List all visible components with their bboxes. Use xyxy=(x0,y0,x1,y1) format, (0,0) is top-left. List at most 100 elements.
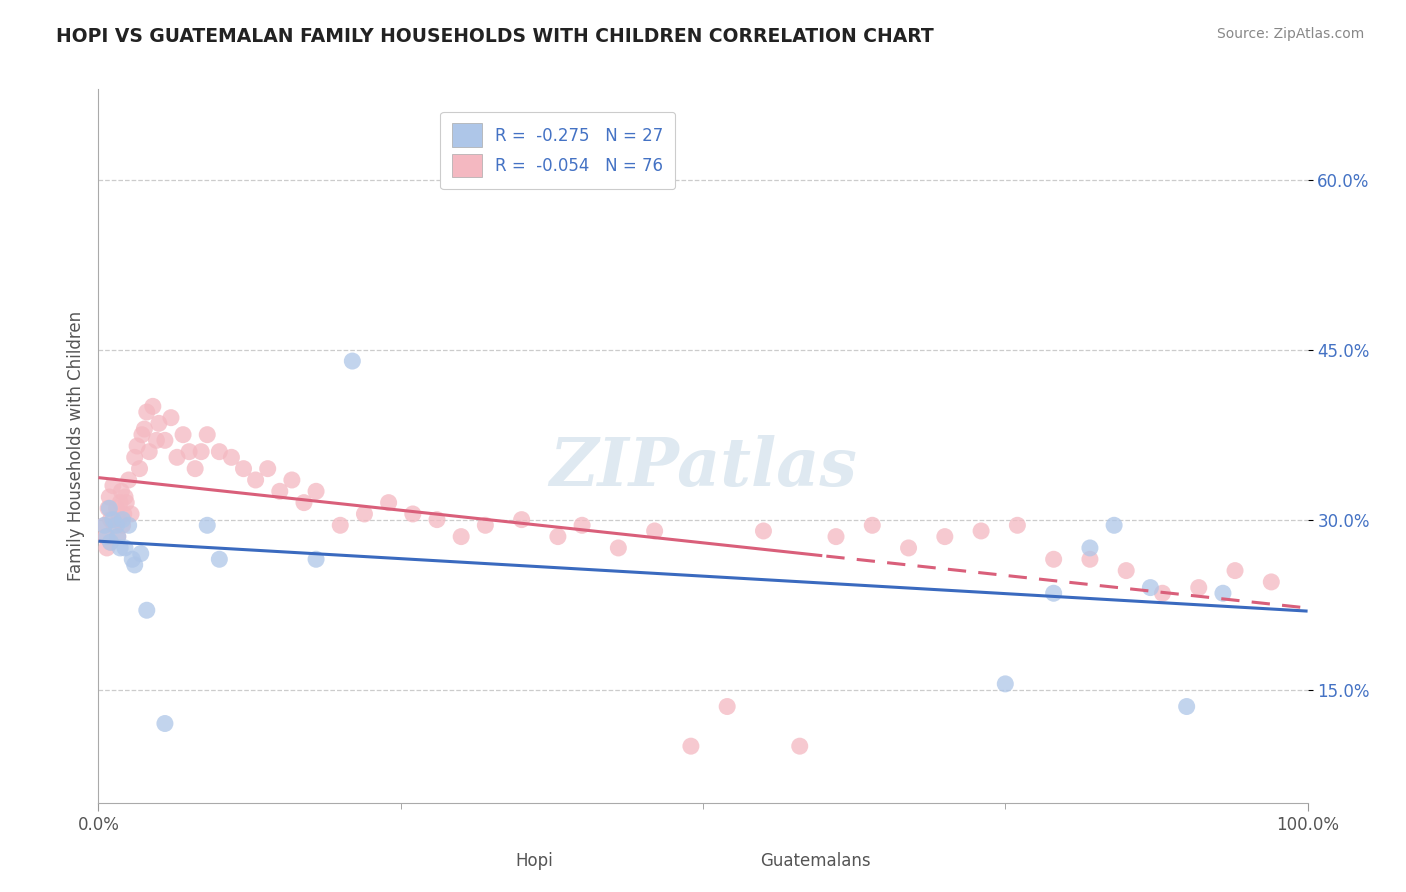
Point xyxy=(108,495,131,509)
Point xyxy=(190,444,212,458)
Point xyxy=(607,541,630,555)
Point xyxy=(510,513,533,527)
Point xyxy=(1042,586,1064,600)
Point xyxy=(329,518,352,533)
Point xyxy=(94,530,117,544)
Point xyxy=(108,541,131,555)
Point xyxy=(145,434,167,448)
Point xyxy=(135,603,157,617)
Point xyxy=(1212,586,1234,600)
Point xyxy=(138,444,160,458)
Point xyxy=(115,495,138,509)
Point xyxy=(644,524,666,538)
Point xyxy=(103,518,125,533)
Point xyxy=(124,450,146,465)
Point xyxy=(292,495,315,509)
Point xyxy=(131,427,153,442)
Point xyxy=(108,513,131,527)
Point xyxy=(860,518,883,533)
Point xyxy=(105,501,128,516)
Point xyxy=(825,530,848,544)
Point xyxy=(571,518,593,533)
Point xyxy=(184,461,207,475)
Y-axis label: Family Households with Children: Family Households with Children xyxy=(66,311,84,581)
Point xyxy=(716,699,738,714)
Point xyxy=(474,518,496,533)
Point xyxy=(128,461,150,475)
Point xyxy=(195,427,218,442)
Point xyxy=(112,507,135,521)
Point xyxy=(107,530,129,544)
Point xyxy=(93,518,115,533)
Point xyxy=(402,507,425,521)
Point xyxy=(111,513,134,527)
Point xyxy=(153,716,176,731)
Point xyxy=(1102,518,1125,533)
Point xyxy=(134,422,156,436)
Point xyxy=(101,478,124,492)
Point xyxy=(96,530,118,544)
Point xyxy=(101,513,124,527)
Point xyxy=(752,524,775,538)
Point xyxy=(100,535,122,549)
Point xyxy=(100,535,122,549)
Point xyxy=(1007,518,1029,533)
Point xyxy=(269,484,291,499)
Text: ZIPatlas: ZIPatlas xyxy=(550,435,856,500)
Point xyxy=(245,473,267,487)
Point xyxy=(98,501,121,516)
Point xyxy=(142,400,165,414)
Point xyxy=(208,444,231,458)
Point xyxy=(1078,552,1101,566)
Point xyxy=(195,518,218,533)
Point xyxy=(208,552,231,566)
Point xyxy=(129,547,152,561)
Point xyxy=(114,541,136,555)
Point xyxy=(789,739,811,754)
Point xyxy=(93,518,115,533)
Point xyxy=(281,473,304,487)
Point xyxy=(124,558,146,572)
Point xyxy=(118,518,141,533)
Point xyxy=(135,405,157,419)
Point xyxy=(153,434,176,448)
Point xyxy=(232,461,254,475)
Text: Guatemalans: Guatemalans xyxy=(761,852,870,870)
Point xyxy=(897,541,920,555)
Point xyxy=(1188,581,1211,595)
Text: Hopi: Hopi xyxy=(516,852,553,870)
Point xyxy=(121,552,143,566)
Point xyxy=(97,501,120,516)
Point xyxy=(547,530,569,544)
Legend: R =  -0.275   N = 27, R =  -0.054   N = 76: R = -0.275 N = 27, R = -0.054 N = 76 xyxy=(440,112,675,189)
Point xyxy=(100,513,122,527)
Point xyxy=(305,484,328,499)
Point xyxy=(172,427,194,442)
Point xyxy=(1175,699,1198,714)
Point xyxy=(1152,586,1174,600)
Point xyxy=(256,461,278,475)
Point xyxy=(679,739,702,754)
Point xyxy=(1115,564,1137,578)
Point xyxy=(1223,564,1246,578)
Point xyxy=(114,490,136,504)
Point xyxy=(118,473,141,487)
Point xyxy=(1139,581,1161,595)
Point xyxy=(450,530,472,544)
Point xyxy=(1042,552,1064,566)
Text: HOPI VS GUATEMALAN FAMILY HOUSEHOLDS WITH CHILDREN CORRELATION CHART: HOPI VS GUATEMALAN FAMILY HOUSEHOLDS WIT… xyxy=(56,27,934,45)
Point xyxy=(166,450,188,465)
Point xyxy=(221,450,243,465)
Point xyxy=(994,677,1017,691)
Point xyxy=(305,552,328,566)
Point xyxy=(1260,574,1282,589)
Point xyxy=(127,439,149,453)
Point xyxy=(426,513,449,527)
Text: Source: ZipAtlas.com: Source: ZipAtlas.com xyxy=(1216,27,1364,41)
Point xyxy=(96,541,118,555)
Point xyxy=(1078,541,1101,555)
Point xyxy=(107,530,129,544)
Point xyxy=(160,410,183,425)
Point xyxy=(179,444,201,458)
Point xyxy=(110,484,132,499)
